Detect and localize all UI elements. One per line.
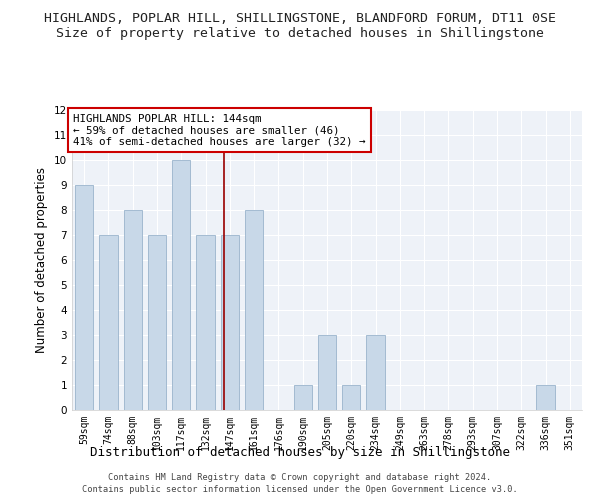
Bar — [293, 385, 312, 410]
Text: Contains HM Land Registry data © Crown copyright and database right 2024.
Contai: Contains HM Land Registry data © Crown c… — [82, 472, 518, 494]
Bar — [148, 235, 166, 410]
Text: HIGHLANDS, POPLAR HILL, SHILLINGSTONE, BLANDFORD FORUM, DT11 0SE: HIGHLANDS, POPLAR HILL, SHILLINGSTONE, B… — [44, 12, 556, 26]
Y-axis label: Number of detached properties: Number of detached properties — [35, 167, 49, 353]
Text: Size of property relative to detached houses in Shillingstone: Size of property relative to detached ho… — [56, 28, 544, 40]
Bar — [172, 160, 190, 410]
Bar — [536, 385, 554, 410]
Bar — [124, 210, 142, 410]
Bar — [75, 185, 93, 410]
Bar — [100, 235, 118, 410]
Bar — [221, 235, 239, 410]
Bar — [342, 385, 361, 410]
Bar — [245, 210, 263, 410]
Bar — [318, 335, 336, 410]
Text: Distribution of detached houses by size in Shillingstone: Distribution of detached houses by size … — [90, 446, 510, 459]
Bar — [196, 235, 215, 410]
Bar — [367, 335, 385, 410]
Text: HIGHLANDS POPLAR HILL: 144sqm
← 59% of detached houses are smaller (46)
41% of s: HIGHLANDS POPLAR HILL: 144sqm ← 59% of d… — [73, 114, 366, 147]
